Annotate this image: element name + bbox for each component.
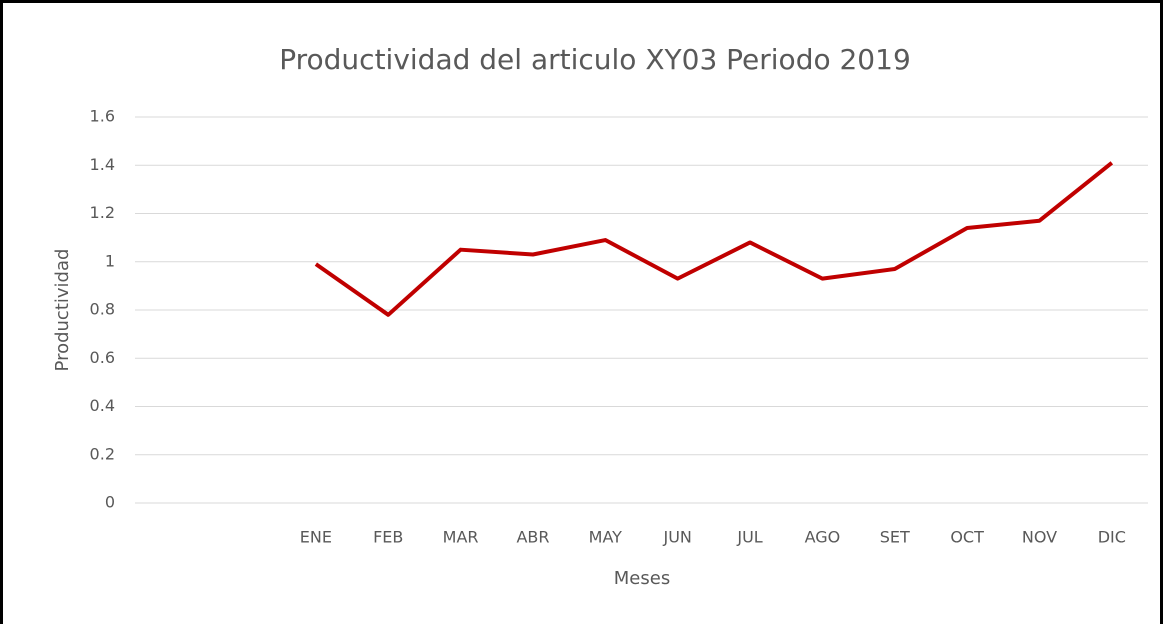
x-tick-label: MAR [443, 528, 479, 547]
y-tick-label: 1.4 [90, 155, 115, 174]
y-tick-label: 0.6 [90, 348, 115, 367]
series-line [314, 161, 1114, 317]
x-tick-label: SET [880, 528, 910, 547]
y-tick-label: 0.2 [90, 444, 115, 463]
x-tick-label: JUN [662, 528, 691, 547]
x-tick-label: JUL [736, 528, 762, 547]
x-tick-label: OCT [950, 528, 984, 547]
y-tick-label: 0.4 [90, 396, 115, 415]
y-tick-label: 0 [105, 493, 115, 512]
y-tick-label: 1 [105, 251, 115, 270]
y-tick-label: 0.8 [90, 300, 115, 319]
x-axis-label: Meses [614, 568, 670, 589]
y-axis-label: Productividad [52, 249, 73, 372]
x-tick-label: FEB [373, 528, 403, 547]
x-tick-label: DIC [1098, 528, 1126, 547]
y-tick-label: 1.2 [90, 203, 115, 222]
x-tick-label: MAY [589, 528, 623, 547]
chart-title: Productividad del articulo XY03 Periodo … [279, 43, 911, 76]
x-tick-label: ENE [300, 528, 332, 547]
x-tick-label: AGO [805, 528, 841, 547]
y-tick-label: 1.6 [90, 107, 115, 126]
x-tick-label: ABR [516, 528, 549, 547]
x-tick-label: NOV [1022, 528, 1057, 547]
